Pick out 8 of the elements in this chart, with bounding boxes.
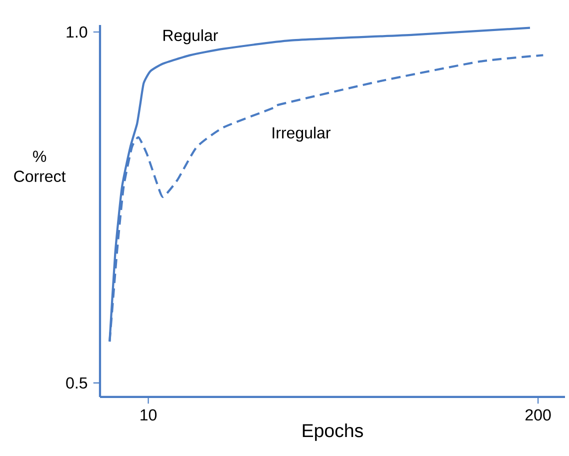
y-tick-label: 1.0 <box>66 26 88 38</box>
series-label: Irregular <box>272 126 331 142</box>
y-axis-title: % Correct <box>14 150 66 182</box>
series-label: Regular <box>163 29 218 44</box>
x-tick-label: 200 <box>526 409 551 421</box>
x-tick-label: 10 <box>140 409 157 421</box>
x-axis-title: Epochs <box>302 424 363 441</box>
y-tick-label: 0.5 <box>66 377 88 389</box>
